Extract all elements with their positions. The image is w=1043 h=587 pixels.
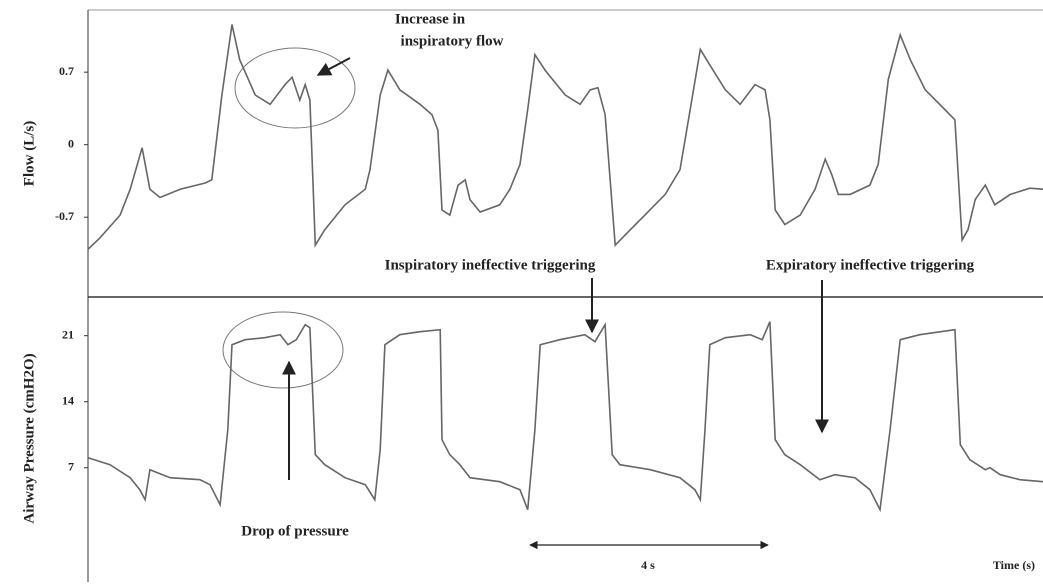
y-axis-label: Flow (L/s) xyxy=(21,121,37,186)
highlight-ellipse xyxy=(234,47,356,129)
annotation: Drop of pressure xyxy=(241,523,349,539)
arrow xyxy=(316,57,351,76)
y-tick-label: 0.7 xyxy=(59,64,74,78)
y-axis-label: Airway Pressure (cmH2O) xyxy=(21,353,37,523)
annotation: Expiratory ineffective triggering xyxy=(766,257,975,273)
annotation: inspiratory flow xyxy=(401,33,504,49)
annotation: 4 s xyxy=(641,558,655,572)
y-tick-label: 21 xyxy=(62,327,74,341)
y-tick-label: 14 xyxy=(62,393,74,407)
waveform xyxy=(87,24,1043,250)
y-tick-label: 0 xyxy=(68,136,74,150)
x-axis-label: Time (s) xyxy=(993,558,1035,572)
waveform xyxy=(87,321,1043,513)
annotation: Inspiratory ineffective triggering xyxy=(385,257,596,273)
y-tick-label: 7 xyxy=(68,459,74,473)
y-tick-label: -0.7 xyxy=(55,209,74,223)
annotation: Increase in xyxy=(395,11,466,27)
highlight-ellipse xyxy=(222,311,344,389)
